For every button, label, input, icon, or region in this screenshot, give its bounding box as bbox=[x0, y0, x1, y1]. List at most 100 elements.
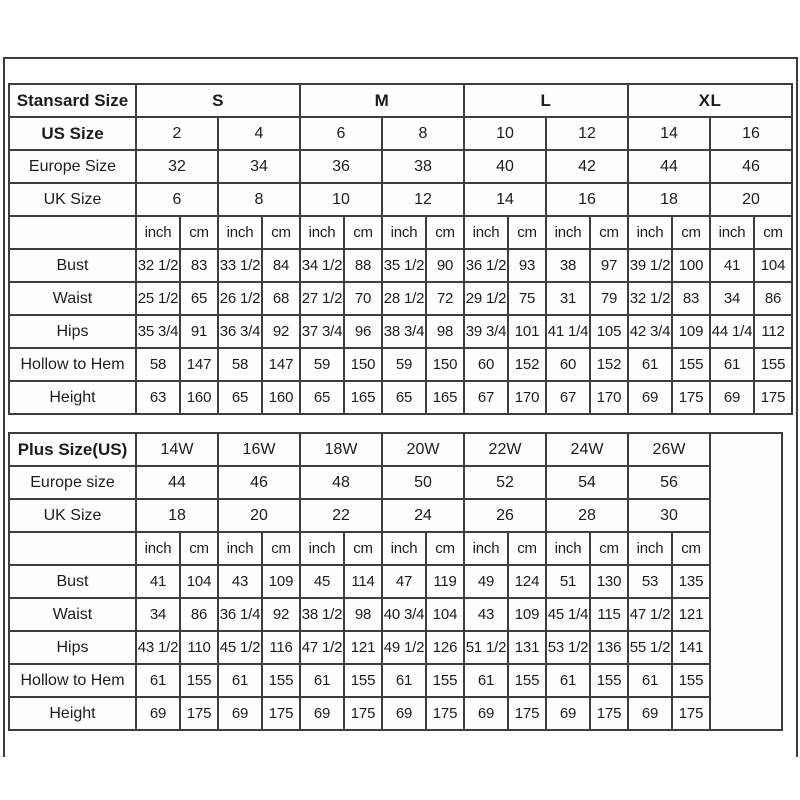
measurement-cell: 65 bbox=[299, 380, 345, 415]
unit-header: cm bbox=[589, 215, 629, 250]
measurement-cell: 96 bbox=[343, 314, 383, 349]
size-cell: 36 bbox=[299, 149, 383, 184]
size-cell: 18 bbox=[135, 498, 219, 533]
row-label-height: Height bbox=[8, 696, 137, 731]
size-cell: 16W bbox=[217, 432, 301, 467]
size-cell: 24 bbox=[381, 498, 465, 533]
measurement-cell: 116 bbox=[261, 630, 301, 665]
table-row: US Size 2 4 6 8 10 12 14 16 bbox=[8, 116, 793, 151]
measurement-cell: 105 bbox=[589, 314, 629, 349]
measurement-cell: 61 bbox=[217, 663, 263, 698]
measurement-cell: 29 1/2 bbox=[463, 281, 509, 316]
measurement-cell: 25 1/2 bbox=[135, 281, 181, 316]
measurement-cell: 67 bbox=[545, 380, 591, 415]
table-row: Hips 35 3/4 91 36 3/4 92 37 3/4 96 38 3/4 98 39 3… bbox=[8, 314, 793, 349]
unit-header: cm bbox=[589, 531, 629, 566]
measurement-cell: 72 bbox=[425, 281, 465, 316]
measurement-cell: 58 bbox=[217, 347, 263, 382]
measurement-cell: 175 bbox=[261, 696, 301, 731]
measurement-cell: 42 3/4 bbox=[627, 314, 673, 349]
measurement-cell: 155 bbox=[507, 663, 547, 698]
unit-header: cm bbox=[343, 531, 383, 566]
unit-header: cm bbox=[507, 531, 547, 566]
row-label-waist: Waist bbox=[8, 597, 137, 632]
measurement-cell: 90 bbox=[425, 248, 465, 283]
unit-header: cm bbox=[179, 531, 219, 566]
table-row: UK Size 18 20 22 24 26 28 30 bbox=[8, 498, 782, 533]
table-row: Stansard Size S M L XL bbox=[8, 83, 793, 118]
unit-header: cm bbox=[343, 215, 383, 250]
measurement-cell: 67 bbox=[463, 380, 509, 415]
size-cell: 56 bbox=[627, 465, 711, 500]
size-cell: 2 bbox=[135, 116, 219, 151]
size-cell: 14W bbox=[135, 432, 219, 467]
size-cell: 14 bbox=[463, 182, 547, 217]
unit-header: cm bbox=[261, 215, 301, 250]
measurement-cell: 31 bbox=[545, 281, 591, 316]
measurement-cell: 152 bbox=[589, 347, 629, 382]
unit-header: cm bbox=[671, 531, 711, 566]
measurement-cell: 86 bbox=[753, 281, 793, 316]
measurement-cell: 69 bbox=[627, 380, 673, 415]
measurement-cell: 39 1/2 bbox=[627, 248, 673, 283]
measurement-cell: 60 bbox=[545, 347, 591, 382]
measurement-cell: 61 bbox=[627, 347, 673, 382]
measurement-cell: 152 bbox=[507, 347, 547, 382]
size-cell: 8 bbox=[381, 116, 465, 151]
size-group-header: M bbox=[299, 83, 465, 118]
measurement-cell: 38 bbox=[545, 248, 591, 283]
measurement-cell: 69 bbox=[381, 696, 427, 731]
measurement-cell: 43 1/2 bbox=[135, 630, 181, 665]
measurement-cell: 88 bbox=[343, 248, 383, 283]
size-cell: 48 bbox=[299, 465, 383, 500]
size-cell: 10 bbox=[299, 182, 383, 217]
measurement-cell: 38 3/4 bbox=[381, 314, 427, 349]
row-label-europe-size: Europe Size bbox=[8, 149, 137, 184]
measurement-cell: 58 bbox=[135, 347, 181, 382]
size-cell: 44 bbox=[135, 465, 219, 500]
unit-header: inch bbox=[463, 531, 509, 566]
table-row: Bust 32 1/2 83 33 1/2 84 34 1/2 88 35 1/2 90 36 1… bbox=[8, 248, 793, 283]
row-label-us-size: US Size bbox=[8, 116, 137, 151]
measurement-cell: 97 bbox=[589, 248, 629, 283]
empty-column-cell bbox=[709, 432, 783, 731]
measurement-cell: 155 bbox=[343, 663, 383, 698]
row-label-uk-size: UK Size bbox=[8, 498, 137, 533]
measurement-cell: 69 bbox=[463, 696, 509, 731]
size-cell: 16 bbox=[545, 182, 629, 217]
unit-header: inch bbox=[627, 531, 673, 566]
measurement-cell: 69 bbox=[709, 380, 755, 415]
measurement-cell: 49 bbox=[463, 564, 509, 599]
measurement-cell: 69 bbox=[299, 696, 345, 731]
row-label-bust: Bust bbox=[8, 248, 137, 283]
measurement-cell: 32 1/2 bbox=[627, 281, 673, 316]
size-group-header: S bbox=[135, 83, 301, 118]
measurement-cell: 175 bbox=[425, 696, 465, 731]
row-label-hollow-to-hem: Hollow to Hem bbox=[8, 663, 137, 698]
measurement-cell: 155 bbox=[425, 663, 465, 698]
measurement-cell: 124 bbox=[507, 564, 547, 599]
size-cell: 20W bbox=[381, 432, 465, 467]
measurement-cell: 35 1/2 bbox=[381, 248, 427, 283]
size-cell: 10 bbox=[463, 116, 547, 151]
measurement-cell: 41 bbox=[135, 564, 181, 599]
measurement-cell: 45 1/4 bbox=[545, 597, 591, 632]
measurement-cell: 170 bbox=[589, 380, 629, 415]
measurement-cell: 175 bbox=[589, 696, 629, 731]
unit-header: cm bbox=[671, 215, 711, 250]
size-cell: 18 bbox=[627, 182, 711, 217]
measurement-cell: 43 bbox=[217, 564, 263, 599]
unit-header: inch bbox=[381, 215, 427, 250]
measurement-cell: 109 bbox=[671, 314, 711, 349]
measurement-cell: 39 3/4 bbox=[463, 314, 509, 349]
measurement-cell: 47 1/2 bbox=[299, 630, 345, 665]
table-row: Plus Size(US) 14W 16W 18W 20W 22W 24W 26W bbox=[8, 432, 783, 731]
measurement-cell: 68 bbox=[261, 281, 301, 316]
table-row: Hollow to Hem 61 155 61 155 61 155 61 155 61 155 61… bbox=[8, 663, 782, 698]
unit-header: cm bbox=[753, 215, 793, 250]
unit-header: inch bbox=[299, 531, 345, 566]
measurement-cell: 91 bbox=[179, 314, 219, 349]
measurement-cell: 175 bbox=[671, 380, 711, 415]
table-row: inch cm inch cm inch cm inch cm inch cm inch cm inch… bbox=[8, 531, 782, 566]
measurement-cell: 92 bbox=[261, 597, 301, 632]
